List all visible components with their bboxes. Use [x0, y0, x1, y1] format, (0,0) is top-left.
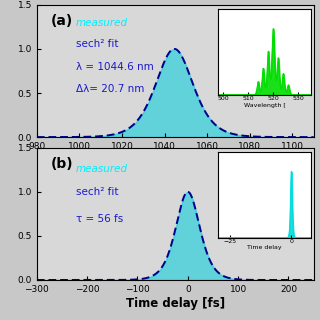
Text: sech² fit: sech² fit — [76, 39, 118, 49]
X-axis label: Time delay [fs]: Time delay [fs] — [126, 297, 225, 310]
Text: τ = 56 fs: τ = 56 fs — [76, 214, 123, 224]
Text: measured: measured — [76, 18, 128, 28]
Text: (b): (b) — [51, 157, 73, 171]
X-axis label: Wavelength [nm]: Wavelength [nm] — [118, 154, 232, 167]
Text: λ = 1044.6 nm: λ = 1044.6 nm — [76, 62, 153, 72]
Text: measured: measured — [76, 164, 128, 173]
Text: (a): (a) — [51, 14, 73, 28]
Text: sech² fit: sech² fit — [76, 188, 118, 197]
Text: Δλ= 20.7 nm: Δλ= 20.7 nm — [76, 84, 144, 94]
